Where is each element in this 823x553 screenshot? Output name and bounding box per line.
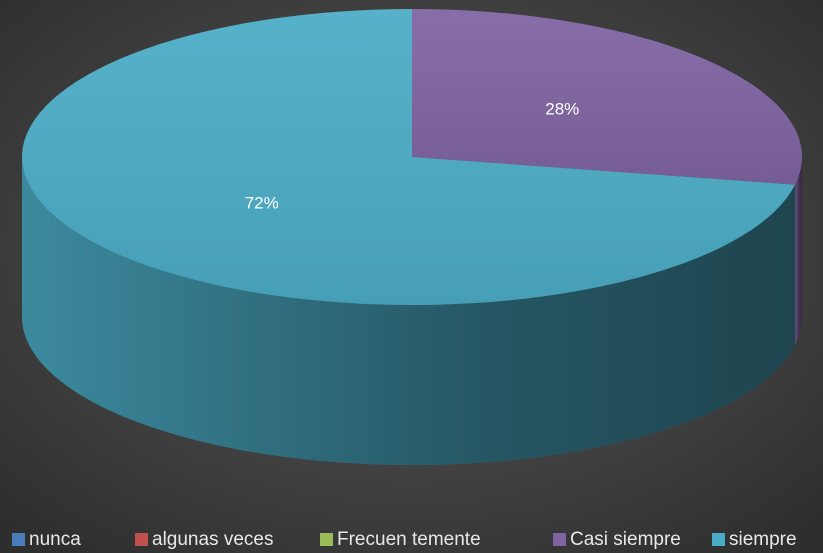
legend-label: Casi siempre bbox=[570, 529, 681, 550]
legend-label: siempre bbox=[729, 529, 797, 550]
side-shade bbox=[795, 157, 802, 345]
legend-label: Frecuen temente bbox=[337, 529, 481, 550]
legend-swatch bbox=[320, 533, 333, 546]
legend-swatch bbox=[553, 533, 566, 546]
data-label: 72% bbox=[245, 194, 279, 213]
side-shade bbox=[22, 157, 796, 466]
slice-shine bbox=[412, 9, 803, 185]
legend-swatch bbox=[12, 533, 25, 546]
legend-swatch bbox=[712, 533, 725, 546]
legend-swatch bbox=[135, 533, 148, 546]
data-label: 28% bbox=[545, 99, 579, 118]
legend-label: algunas veces bbox=[152, 529, 273, 550]
slice-shine bbox=[22, 9, 796, 305]
legend-label: nunca bbox=[29, 529, 81, 550]
